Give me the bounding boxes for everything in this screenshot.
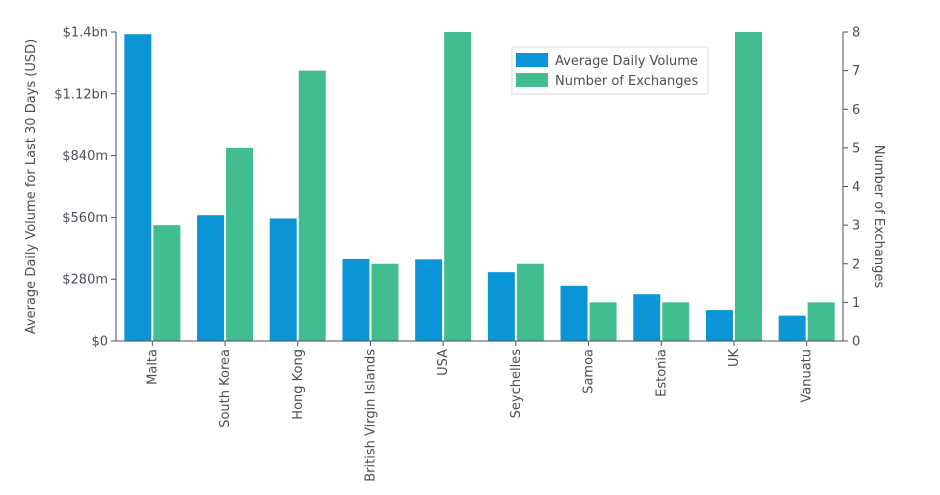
y-axis-title: Average Daily Volume for Last 30 Days (U… (24, 39, 39, 334)
x-tick-label: Estonia (654, 349, 669, 397)
y2-tick-label: 8 (852, 26, 860, 41)
x-tick-label: Hong Kong (291, 349, 306, 420)
bar-volume-malta (124, 34, 152, 341)
x-tick-label: South Korea (218, 349, 233, 428)
bar-exchanges-south-korea (226, 147, 254, 341)
bar-exchanges-seychelles (516, 263, 544, 341)
axes-layer: Malta South Korea Hong Kong British Virgin … (24, 26, 886, 482)
y2-tick-label: 1 (852, 296, 860, 311)
y-tick-label: $840m (62, 149, 108, 164)
y-tick-label: $280m (62, 273, 108, 288)
legend-swatch-exchanges (516, 73, 548, 87)
bar-exchanges-samoa (589, 302, 617, 341)
legend-swatch-volume (516, 53, 548, 67)
x-tick-label: Malta (145, 349, 160, 385)
legend-label-volume: Average Daily Volume (555, 54, 698, 69)
bar-volume-south-korea (197, 215, 225, 341)
bar-exchanges-vanuatu (807, 302, 835, 341)
y2-axis-title: Number of Exchanges (871, 145, 886, 289)
x-tick-label: UK (727, 349, 742, 368)
legend: Average Daily Volume Number of Exchanges (511, 46, 709, 95)
y-tick-label: $1.12bn (54, 87, 108, 102)
bar-volume-hong-kong (269, 218, 297, 341)
bar-exchanges-british-virgin-islands (371, 263, 399, 341)
x-tick-label: Vanuatu (800, 349, 815, 403)
bar-volume-vanuatu (778, 315, 806, 341)
bar-exchanges-estonia (662, 302, 690, 341)
x-tick-label: USA (436, 349, 451, 376)
y2-tick-label: 6 (852, 103, 860, 118)
bar-volume-usa (415, 259, 443, 341)
y2-tick-label: 2 (852, 257, 860, 272)
bar-exchanges-hong-kong (298, 70, 326, 341)
bar-exchanges-malta (153, 225, 181, 341)
y-tick-label: $0 (91, 335, 108, 350)
legend-label-exchanges: Number of Exchanges (555, 74, 699, 89)
bar-volume-british-virgin-islands (342, 258, 370, 341)
y2-tick-label: 4 (852, 180, 860, 195)
y2-tick-label: 0 (852, 335, 860, 350)
bar-volume-estonia (633, 294, 661, 341)
bar-exchanges-usa (444, 32, 472, 341)
bar-exchanges-uk (734, 32, 762, 341)
bar-volume-uk (705, 310, 733, 341)
bars-layer (124, 32, 835, 341)
y2-tick-label: 5 (852, 141, 860, 156)
y-tick-label: $1.4bn (63, 26, 108, 41)
y2-tick-label: 7 (852, 64, 860, 79)
bar-volume-samoa (560, 285, 588, 341)
y-tick-label: $560m (62, 211, 108, 226)
x-tick-label: Samoa (582, 349, 597, 394)
x-tick-label: British Virgin Islands (363, 349, 378, 482)
y2-tick-label: 3 (852, 219, 860, 234)
bar-volume-seychelles (487, 272, 515, 341)
x-tick-label: Seychelles (509, 349, 524, 419)
